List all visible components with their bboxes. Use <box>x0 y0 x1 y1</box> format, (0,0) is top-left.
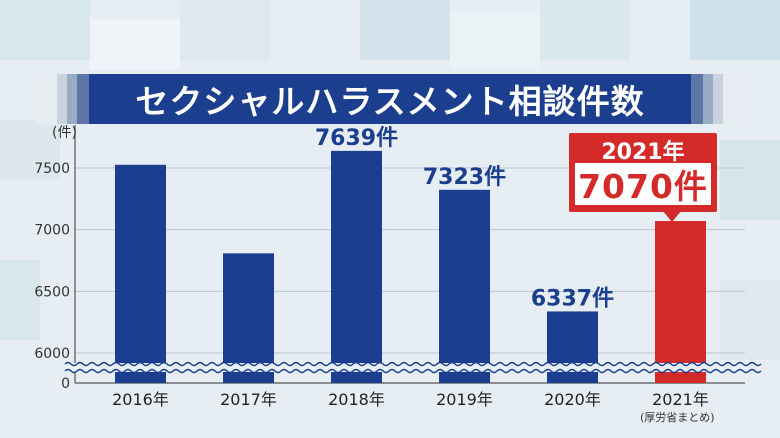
axis-break-wave-bottom <box>64 368 762 374</box>
callout-pointer <box>663 211 681 222</box>
x-tick-label: 2016年 <box>112 390 169 409</box>
data-label-2020: 6337件 <box>531 286 614 311</box>
highlight-callout: 2021年 7070件 <box>569 133 717 212</box>
data-label-2018: 7639件 <box>315 126 398 151</box>
axis-break-band <box>65 363 750 372</box>
y-tick-label: 0 <box>61 376 70 392</box>
axis-break-wave-top <box>64 361 762 367</box>
y-tick-label: 6000 <box>34 346 70 362</box>
bar-2019 <box>439 189 490 383</box>
bar-2021 <box>655 221 706 383</box>
chart-title: セクシャルハラスメント相談件数 <box>89 74 691 124</box>
data-label-2019: 7323件 <box>423 165 506 190</box>
x-tick-label: 2017年 <box>220 390 277 409</box>
callout-year: 2021年 <box>601 140 685 165</box>
source-note: (厚労省まとめ) <box>640 411 715 424</box>
x-tick-label: 2019年 <box>436 390 493 409</box>
x-tick-label: 2021年 <box>652 390 709 409</box>
y-tick-label: 7000 <box>34 223 70 239</box>
title-banner: セクシャルハラスメント相談件数 <box>37 74 743 124</box>
y-tick-label: 6500 <box>34 284 70 300</box>
y-tick-label: 7500 <box>34 161 70 177</box>
bar-2018 <box>331 150 382 383</box>
y-unit-label: (件) <box>52 125 77 141</box>
bar-2017 <box>223 253 274 383</box>
callout-value: 7070件 <box>575 163 711 206</box>
bar-2016 <box>115 164 166 383</box>
x-tick-label: 2018年 <box>328 390 385 409</box>
x-tick-label: 2020年 <box>544 390 601 409</box>
